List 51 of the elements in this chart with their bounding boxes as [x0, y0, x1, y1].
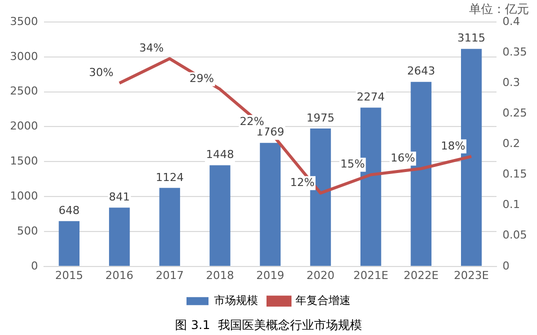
- data-label: 12%: [290, 176, 315, 189]
- x-tick-label: 2019: [256, 268, 284, 282]
- data-label: 3115: [457, 32, 486, 45]
- y2-tick-label: 0.15: [502, 168, 528, 181]
- data-label: 16%: [390, 152, 416, 164]
- data-label: 29%: [190, 72, 214, 86]
- x-tick-label: 2023E: [454, 268, 489, 282]
- y-tick-label: 1500: [10, 154, 38, 168]
- y-tick-label: 500: [16, 224, 38, 238]
- text: 图 3.1 我国医美概念行业市场规模: [175, 318, 362, 332]
- y2-tick-label: 0: [502, 259, 510, 272]
- bar: [58, 221, 80, 266]
- y2-tick-label: 0.35: [502, 45, 528, 58]
- text: 单位：亿元: [469, 2, 529, 16]
- x-tick-label: 2015: [55, 268, 84, 282]
- y2-tick-label: 0.05: [502, 228, 528, 242]
- data-label: 648: [58, 204, 80, 218]
- data-label: 1448: [206, 148, 234, 162]
- x-tick-label: 2016: [105, 268, 134, 282]
- x-tick-label: 2021E: [353, 268, 388, 282]
- y2-tick-label: 0.25: [502, 106, 528, 120]
- y-tick-label: 1000: [10, 189, 38, 202]
- data-label: 2643: [407, 64, 436, 78]
- data-label: 1124: [156, 170, 184, 184]
- data-label: 18%: [440, 139, 466, 152]
- legend-label: 市场规模: [214, 294, 258, 307]
- bar: [210, 165, 230, 266]
- y2-tick-label: 0.3: [502, 76, 520, 89]
- y2-tick-label: 0.1: [502, 198, 520, 212]
- x-tick-label: 2017: [156, 268, 184, 282]
- data-label: 841: [108, 190, 130, 204]
- bar: [109, 208, 130, 266]
- data-label: 15%: [340, 158, 365, 171]
- bar: [159, 188, 180, 266]
- x-tick-label: 2022E: [404, 268, 439, 282]
- data-label: 30%: [88, 66, 114, 79]
- data-label: 2274: [356, 90, 385, 104]
- data-label: 1975: [306, 111, 335, 124]
- x-tick-label: 2020: [306, 268, 335, 282]
- y-tick-label: 0: [30, 259, 38, 272]
- x-tick-label: 2018: [206, 268, 234, 282]
- y-tick-label: 2000: [10, 120, 38, 133]
- y2-tick-label: 0.2: [502, 137, 520, 150]
- data-label: 22%: [240, 114, 264, 128]
- data-label: 34%: [139, 42, 164, 55]
- y-tick-label: 2500: [10, 84, 38, 98]
- legend-label: 年复合增速: [296, 294, 350, 307]
- bar: [260, 142, 281, 266]
- y2-tick-label: 0.4: [502, 14, 520, 28]
- y-tick-label: 3500: [10, 14, 38, 28]
- y-tick-label: 3000: [10, 50, 38, 63]
